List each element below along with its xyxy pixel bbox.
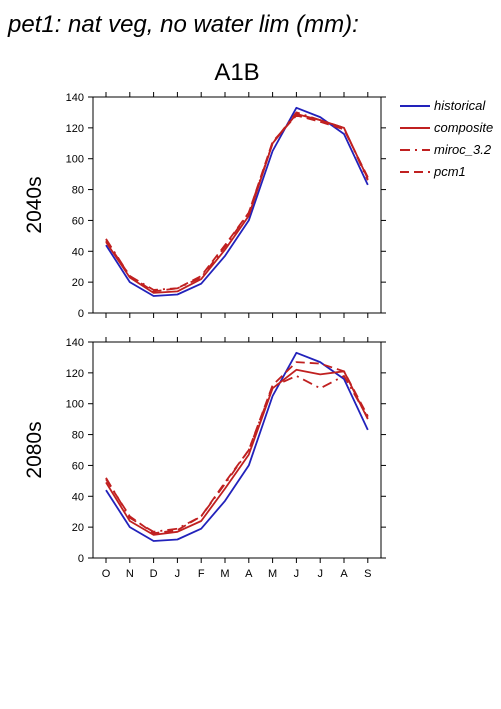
- figure-title: pet1: nat veg, no water lim (mm):: [7, 11, 359, 38]
- y-tick-label: 40: [72, 246, 84, 258]
- x-tick-label: J: [317, 568, 323, 580]
- series-line-miroc_3.2: [105, 374, 369, 533]
- series-line-miroc_3.2: [105, 111, 369, 291]
- y-tick-label: 20: [72, 277, 84, 289]
- scenario-title: A1B: [214, 59, 259, 86]
- series-line-historical: [105, 106, 369, 297]
- x-tick-label: J: [175, 568, 181, 580]
- x-tick-label: A: [340, 568, 348, 580]
- x-tick-label: D: [150, 568, 158, 580]
- x-tick-label: O: [102, 568, 111, 580]
- y-tick-label: 80: [72, 185, 84, 197]
- legend: historical composite miroc_3.2 pcm1: [400, 98, 493, 179]
- x-tick-label: S: [364, 568, 371, 580]
- series-line-pcm1: [105, 361, 369, 535]
- x-tick-label: M: [220, 568, 229, 580]
- y-tick-label: 0: [78, 553, 84, 565]
- y-tick-label: 140: [66, 92, 84, 104]
- x-tick-label: N: [126, 568, 134, 580]
- y-tick-label: 20: [72, 522, 84, 534]
- panel-2080s: 0 20 40 60 80 100 120 140 O N D J F M A M J J A S 2080s: [23, 337, 386, 580]
- plot-frame: [92, 341, 382, 559]
- y-tick-label: 100: [66, 399, 84, 411]
- series-line-composite: [105, 368, 369, 536]
- y-tick-label: 120: [66, 123, 84, 135]
- x-tick-label: A: [245, 568, 253, 580]
- series-line-historical: [105, 351, 369, 542]
- y-tick-label: 0: [78, 308, 84, 320]
- y-tick-label: 100: [66, 154, 84, 166]
- x-tick-label: J: [294, 568, 300, 580]
- x-tick-label: M: [268, 568, 277, 580]
- row-label: 2040s: [23, 176, 46, 233]
- legend-label-pcm1: pcm1: [433, 164, 466, 179]
- legend-label-composite: composite: [434, 120, 493, 135]
- y-tick-label: 60: [72, 215, 84, 227]
- row-label: 2080s: [23, 421, 46, 478]
- series-line-pcm1: [105, 114, 369, 293]
- y-tick-label: 120: [66, 368, 84, 380]
- y-tick-label: 140: [66, 337, 84, 349]
- legend-label-historical: historical: [434, 98, 486, 113]
- y-tick-label: 60: [72, 460, 84, 472]
- y-tick-label: 80: [72, 430, 84, 442]
- y-tick-label: 40: [72, 491, 84, 503]
- series-line-composite: [105, 113, 369, 294]
- legend-label-miroc_3.2: miroc_3.2: [434, 142, 492, 157]
- plot-frame: [92, 96, 382, 314]
- panel-2040s: 0 20 40 60 80 100 120 140 2040s: [23, 92, 386, 320]
- x-tick-label: F: [198, 568, 205, 580]
